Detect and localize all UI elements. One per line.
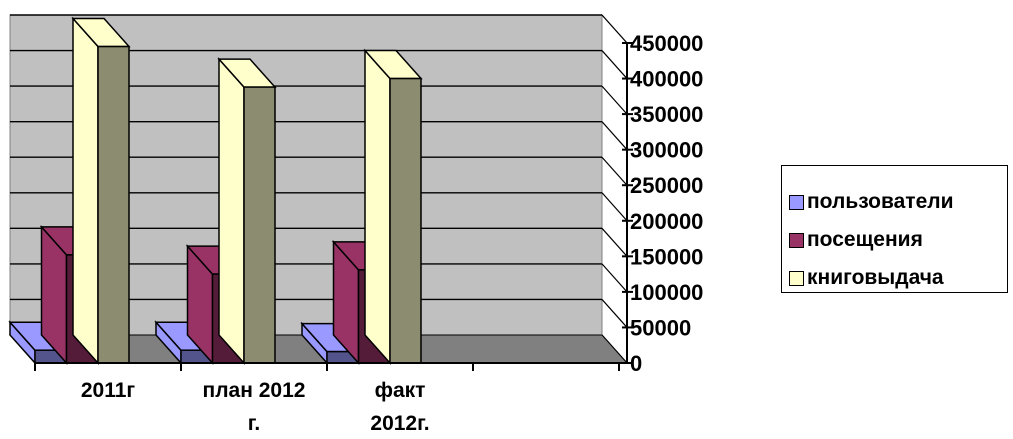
category-label: 2011г [81,379,136,402]
gridline-side [601,192,628,222]
legend-item: книговыдача [789,264,944,292]
y-tick-label: 100000 [630,280,703,305]
gridline-side [601,50,628,79]
gridline-side [601,85,628,115]
legend-item: посещения [789,226,923,254]
side-wall [601,13,628,365]
gridline-side [601,156,628,186]
y-tick-label: 350000 [630,102,703,127]
bar-книговыдача [243,86,276,364]
category-label: г. [248,412,260,435]
gridline-side [601,263,628,293]
category-label: факт [375,379,426,402]
y-tick-label: 400000 [630,67,703,92]
gridline-side [601,14,628,44]
y-tick-label: 150000 [630,244,703,269]
legend-swatch [789,232,804,248]
legend-label: пользователи [807,190,954,213]
bar-книговыдача [97,45,130,364]
legend: пользователи посещения книговыдача [781,165,1008,293]
y-tick-label: 50000 [630,315,691,340]
gridline-side [601,121,628,151]
gridline-side [601,227,628,257]
y-tick-label: 450000 [630,31,703,56]
bar-книговыдача-side [72,16,99,365]
y-tick-label: 250000 [630,173,703,198]
y-tick-label: 200000 [630,209,703,234]
category-label: 2012г. [370,412,429,435]
legend-swatch [789,194,804,210]
y-tick-label: 300000 [630,138,703,163]
y-tick-label: 0 [630,351,642,376]
bar-книговыдача [389,77,422,364]
bar-книговыдача-side [364,48,391,365]
legend-label: книговыдача [807,266,944,289]
gridline-side [601,299,628,328]
legend-label: посещения [807,228,923,251]
bar-книговыдача-side [218,57,245,365]
legend-item: пользователи [789,188,954,216]
legend-swatch [789,270,804,286]
category-label: план 2012 [203,379,306,402]
